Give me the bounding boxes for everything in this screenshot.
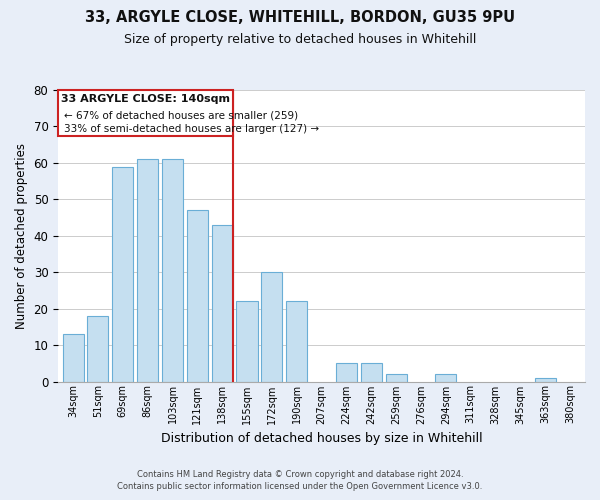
Bar — [336, 364, 357, 382]
Bar — [112, 166, 133, 382]
Bar — [162, 159, 183, 382]
Text: ← 67% of detached houses are smaller (259): ← 67% of detached houses are smaller (25… — [64, 110, 298, 120]
Text: Contains public sector information licensed under the Open Government Licence v3: Contains public sector information licen… — [118, 482, 482, 491]
Bar — [435, 374, 457, 382]
Bar — [286, 302, 307, 382]
Bar — [535, 378, 556, 382]
Y-axis label: Number of detached properties: Number of detached properties — [15, 143, 28, 329]
Text: 33, ARGYLE CLOSE, WHITEHILL, BORDON, GU35 9PU: 33, ARGYLE CLOSE, WHITEHILL, BORDON, GU3… — [85, 10, 515, 25]
Bar — [212, 225, 233, 382]
Bar — [386, 374, 407, 382]
Text: 33 ARGYLE CLOSE: 140sqm: 33 ARGYLE CLOSE: 140sqm — [61, 94, 230, 104]
Bar — [88, 316, 109, 382]
Bar — [361, 364, 382, 382]
Text: 33% of semi-detached houses are larger (127) →: 33% of semi-detached houses are larger (… — [64, 124, 319, 134]
Bar — [262, 272, 283, 382]
Text: Size of property relative to detached houses in Whitehill: Size of property relative to detached ho… — [124, 32, 476, 46]
X-axis label: Distribution of detached houses by size in Whitehill: Distribution of detached houses by size … — [161, 432, 482, 445]
Bar — [137, 159, 158, 382]
Bar — [62, 334, 83, 382]
Text: Contains HM Land Registry data © Crown copyright and database right 2024.: Contains HM Land Registry data © Crown c… — [137, 470, 463, 479]
Bar — [236, 302, 257, 382]
Bar — [187, 210, 208, 382]
